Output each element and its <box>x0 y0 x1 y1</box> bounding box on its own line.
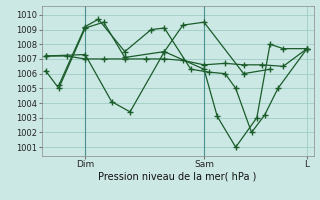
X-axis label: Pression niveau de la mer( hPa ): Pression niveau de la mer( hPa ) <box>99 172 257 182</box>
